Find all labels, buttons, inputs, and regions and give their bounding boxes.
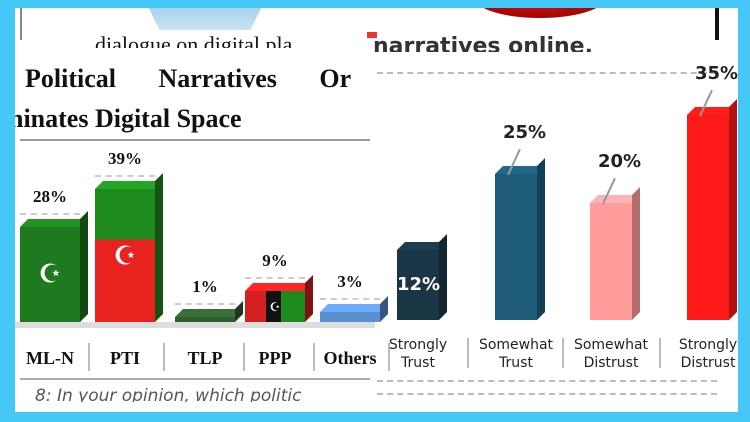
separator xyxy=(562,338,564,368)
bar-ppp: ☪ xyxy=(245,275,313,322)
x-tick-label-line: Distrust xyxy=(583,355,639,371)
data-label: 25% xyxy=(503,121,547,143)
separator xyxy=(88,343,90,371)
crescent-star-icon: ☪ xyxy=(38,258,62,289)
title-word: Narratives xyxy=(158,64,277,93)
bar-tlp xyxy=(175,301,243,322)
bar-side xyxy=(632,187,640,320)
x-tick-label: Somewhat Trust xyxy=(473,336,559,372)
bar-strongly-distrust xyxy=(687,99,737,320)
separator xyxy=(467,338,469,368)
gridline-dash xyxy=(20,212,80,215)
bar-somewhat-distrust xyxy=(590,187,640,320)
bar-side xyxy=(439,233,447,320)
crescent-star-icon: ☪ xyxy=(113,240,137,271)
x-tick-label: Strongly Distrust xyxy=(665,336,738,372)
red-disc-image xyxy=(475,8,605,18)
header-image xyxy=(145,8,265,30)
x-tick-label: Somewhat Distrust xyxy=(568,336,654,372)
footer-fragment: 8: In your opinion, which politic xyxy=(35,386,302,402)
data-label: 1% xyxy=(192,277,218,296)
data-label: 39% xyxy=(108,149,142,169)
gridline-dash xyxy=(95,175,155,178)
bar-somewhat-trust xyxy=(495,157,545,320)
x-tick-label-line: Strongly xyxy=(678,337,738,353)
data-label: 12% xyxy=(397,273,441,295)
x-tick-label-line: Strongly xyxy=(388,337,448,353)
bar-strongly-trust: 12% xyxy=(397,233,447,320)
gridline-dash xyxy=(175,303,235,305)
separator xyxy=(243,343,245,371)
x-tick-label-line: Trust xyxy=(401,355,435,371)
data-label: 35% xyxy=(695,63,738,85)
separator xyxy=(659,338,661,368)
collage-sheet: dialogue on digital pla Political Narrat… xyxy=(15,8,738,412)
gridline-dash xyxy=(320,297,380,300)
x-tick-label: Others xyxy=(323,348,377,368)
gridline-dash xyxy=(377,380,717,382)
bar-ml-n: ☪ xyxy=(20,210,88,322)
data-label: 28% xyxy=(33,186,67,206)
red-marker xyxy=(367,32,377,38)
x-tick-label: ML-N xyxy=(26,348,74,368)
x-tick-label: PTI xyxy=(109,348,140,368)
separator xyxy=(163,343,165,371)
bar-side xyxy=(729,99,737,320)
x-tick-label: PPP xyxy=(258,348,292,368)
bar-side xyxy=(537,157,545,320)
data-label: 3% xyxy=(337,271,363,291)
x-tick-label-line: Trust xyxy=(499,355,533,371)
chart-title-line1: Political Narratives Or xyxy=(25,64,375,94)
x-tick-label: Strongly Trust xyxy=(375,336,461,372)
x-tick-label: TLP xyxy=(187,348,223,368)
bar-others xyxy=(320,295,388,322)
trust-chart: 12% Strongly Trust 25% Somewhat Trust 20% Somew… xyxy=(15,8,738,412)
separator xyxy=(313,343,315,371)
separator xyxy=(388,343,390,371)
crescent-star-icon: ☪ xyxy=(269,299,281,314)
x-tick-label-line: Somewhat xyxy=(573,337,649,353)
data-label: 9% xyxy=(262,251,288,271)
gridline-dash xyxy=(245,277,305,280)
party-narratives-chart: ☪ 28% ML-N ☪ 39% PTI 1% TLP ☪ 9% PPP 3% Others xyxy=(15,8,390,412)
chart-floor xyxy=(15,322,375,328)
data-label: 20% xyxy=(598,151,642,172)
x-tick-label-line: Distrust xyxy=(680,355,736,371)
gridline-dash xyxy=(377,393,717,395)
title-word: Political xyxy=(25,64,116,93)
chart-title-line2: ninates Digital Space xyxy=(15,104,242,133)
x-tick-label-line: Somewhat xyxy=(478,337,554,353)
title-word: Or xyxy=(319,64,352,93)
header-fragment-left: dialogue on digital pla xyxy=(95,32,293,48)
bar-pti: ☪ xyxy=(95,173,163,322)
header-fragment-right: narratives online. xyxy=(373,34,593,52)
